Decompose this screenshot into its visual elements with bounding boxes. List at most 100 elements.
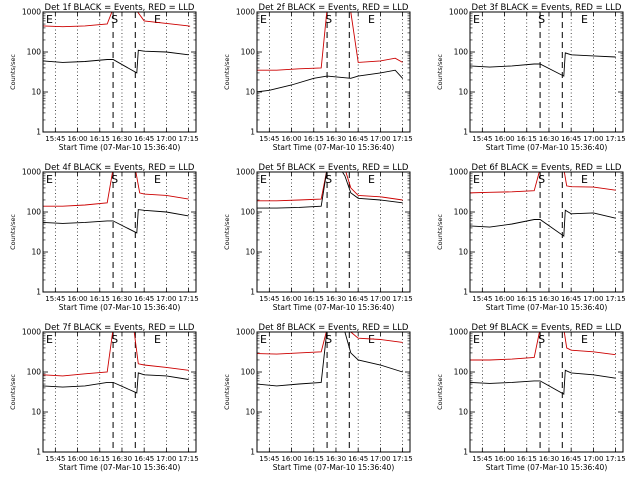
panel-title: Det 5f BLACK = Events, RED = LLD <box>259 163 409 173</box>
x-tick-label: 17:15 <box>606 295 626 303</box>
y-tick-label: 10 <box>458 248 468 257</box>
y-tick-label: 100 <box>27 208 42 217</box>
x-tick-label: 16:45 <box>134 455 154 463</box>
y-tick-label: 1000 <box>22 168 41 177</box>
x-tick-label: 16:45 <box>348 135 368 143</box>
panel-title: Det 3f BLACK = Events, RED = LLD <box>472 3 622 13</box>
event-marker: E <box>368 13 375 26</box>
plot-frame <box>469 171 624 293</box>
event-marker: S <box>325 333 332 346</box>
detector-panel: Det 3f BLACK = Events, RED = LLD Counts/s… <box>436 3 626 152</box>
event-marker: E <box>581 333 588 346</box>
plot-frame <box>256 331 411 453</box>
events-series-line <box>257 332 403 387</box>
y-tick-label: 1 <box>36 128 41 137</box>
x-tick-label: 16:00 <box>281 295 301 303</box>
event-marker: E <box>46 13 53 26</box>
y-tick-label: 1000 <box>449 8 468 17</box>
x-tick-label: 16:00 <box>494 455 514 463</box>
events-series-line <box>470 209 616 237</box>
x-tick-label: 15:45 <box>45 455 65 463</box>
event-marker: E <box>473 13 480 26</box>
y-axis-label: Counts/sec <box>223 214 231 250</box>
x-tick-label: 16:00 <box>281 135 301 143</box>
event-marker: S <box>538 173 545 186</box>
detector-panel: Det 1f BLACK = Events, RED = LLD Counts/s… <box>9 3 199 152</box>
y-tick-label: 100 <box>27 368 42 377</box>
x-tick-label: 16:15 <box>304 455 324 463</box>
x-tick-label: 16:00 <box>494 295 514 303</box>
y-tick-label: 10 <box>458 408 468 417</box>
x-tick-label: 16:30 <box>326 135 346 143</box>
x-tick-label: 17:15 <box>393 295 413 303</box>
lld-series-line <box>43 12 191 28</box>
x-tick-label: 16:30 <box>112 455 132 463</box>
x-tick-label: 15:45 <box>45 135 65 143</box>
y-tick-label: 100 <box>241 368 256 377</box>
x-tick-label: 17:00 <box>370 295 390 303</box>
y-tick-label: 10 <box>245 88 255 97</box>
y-tick-label: 1000 <box>22 8 41 17</box>
y-tick-label: 1 <box>250 128 255 137</box>
detector-panel: Det 6f BLACK = Events, RED = LLD Counts/s… <box>436 163 626 312</box>
x-tick-label: 16:15 <box>304 295 324 303</box>
lld-series-line <box>43 332 189 377</box>
events-series-line <box>257 172 403 209</box>
lld-series-line <box>257 332 403 355</box>
event-marker: S <box>538 13 545 26</box>
y-tick-label: 100 <box>241 208 256 217</box>
panel-title: Det 9f BLACK = Events, RED = LLD <box>472 323 622 333</box>
lld-series-line <box>470 172 616 194</box>
x-tick-label: 17:00 <box>156 295 176 303</box>
event-marker: S <box>325 173 332 186</box>
y-tick-label: 10 <box>31 408 41 417</box>
detector-panel: Det 2f BLACK = Events, RED = LLD Counts/s… <box>223 3 413 152</box>
x-tick-label: 16:30 <box>539 295 559 303</box>
event-marker: E <box>368 173 375 186</box>
event-marker: E <box>46 173 53 186</box>
x-tick-label: 16:45 <box>134 295 154 303</box>
y-tick-label: 1 <box>36 288 41 297</box>
x-axis-label: Start Time (07-Mar-10 15:36:40) <box>59 143 181 152</box>
event-marker: E <box>46 333 53 346</box>
events-series-line <box>257 69 403 93</box>
x-axis-label: Start Time (07-Mar-10 15:36:40) <box>59 463 181 472</box>
x-tick-label: 16:15 <box>90 295 110 303</box>
panel-title: Det 6f BLACK = Events, RED = LLD <box>472 163 622 173</box>
x-tick-label: 16:45 <box>561 135 581 143</box>
event-marker: S <box>538 333 545 346</box>
event-marker: E <box>581 13 588 26</box>
x-tick-label: 16:00 <box>494 135 514 143</box>
x-tick-label: 17:00 <box>370 455 390 463</box>
x-tick-label: 15:45 <box>472 135 492 143</box>
y-tick-label: 1000 <box>236 8 255 17</box>
plot-frame <box>42 331 197 453</box>
lld-series-line <box>43 172 189 207</box>
events-series-line <box>470 52 616 77</box>
panel-title: Det 8f BLACK = Events, RED = LLD <box>259 323 409 333</box>
event-marker: E <box>473 173 480 186</box>
plot-frame <box>42 11 197 133</box>
y-tick-label: 1 <box>463 288 468 297</box>
detector-panel: Det 4f BLACK = Events, RED = LLD Counts/s… <box>9 163 199 312</box>
y-tick-label: 1000 <box>22 328 41 337</box>
y-tick-label: 10 <box>458 88 468 97</box>
y-axis-label: Counts/sec <box>436 214 444 250</box>
plot-frame <box>469 331 624 453</box>
plot-frame <box>256 171 411 293</box>
x-tick-label: 15:45 <box>259 455 279 463</box>
event-marker: S <box>111 173 118 186</box>
events-series-line <box>470 369 616 395</box>
y-tick-label: 1 <box>250 288 255 297</box>
event-marker: S <box>111 13 118 26</box>
plot-frame <box>469 11 624 133</box>
panel-title: Det 7f BLACK = Events, RED = LLD <box>45 323 195 333</box>
y-tick-label: 10 <box>31 248 41 257</box>
x-tick-label: 17:00 <box>583 135 603 143</box>
x-tick-label: 17:00 <box>156 135 176 143</box>
x-axis-label: Start Time (07-Mar-10 15:36:40) <box>273 143 395 152</box>
x-tick-label: 16:30 <box>539 455 559 463</box>
y-tick-label: 10 <box>245 248 255 257</box>
x-tick-label: 17:00 <box>583 295 603 303</box>
